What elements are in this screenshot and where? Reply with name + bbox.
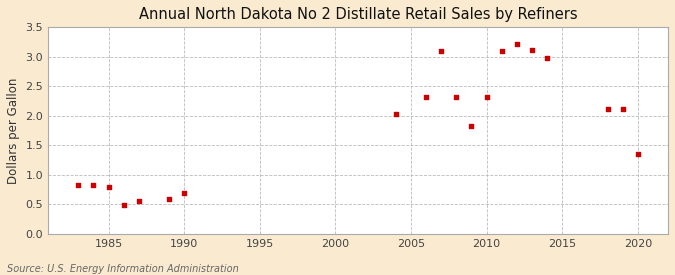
Point — [466, 124, 477, 128]
Point — [542, 56, 553, 60]
Point — [421, 95, 431, 99]
Point — [103, 185, 114, 189]
Point — [179, 191, 190, 196]
Point — [526, 48, 537, 52]
Point — [390, 112, 401, 116]
Text: Source: U.S. Energy Information Administration: Source: U.S. Energy Information Administ… — [7, 264, 238, 274]
Point — [134, 199, 144, 203]
Point — [512, 42, 522, 46]
Point — [88, 183, 99, 187]
Y-axis label: Dollars per Gallon: Dollars per Gallon — [7, 78, 20, 184]
Point — [618, 107, 628, 111]
Title: Annual North Dakota No 2 Distillate Retail Sales by Refiners: Annual North Dakota No 2 Distillate Reta… — [139, 7, 577, 22]
Point — [496, 49, 507, 53]
Point — [632, 152, 643, 156]
Point — [163, 196, 174, 201]
Point — [481, 95, 492, 99]
Point — [602, 107, 613, 111]
Point — [118, 203, 129, 207]
Point — [73, 183, 84, 187]
Point — [436, 49, 447, 53]
Point — [451, 95, 462, 99]
